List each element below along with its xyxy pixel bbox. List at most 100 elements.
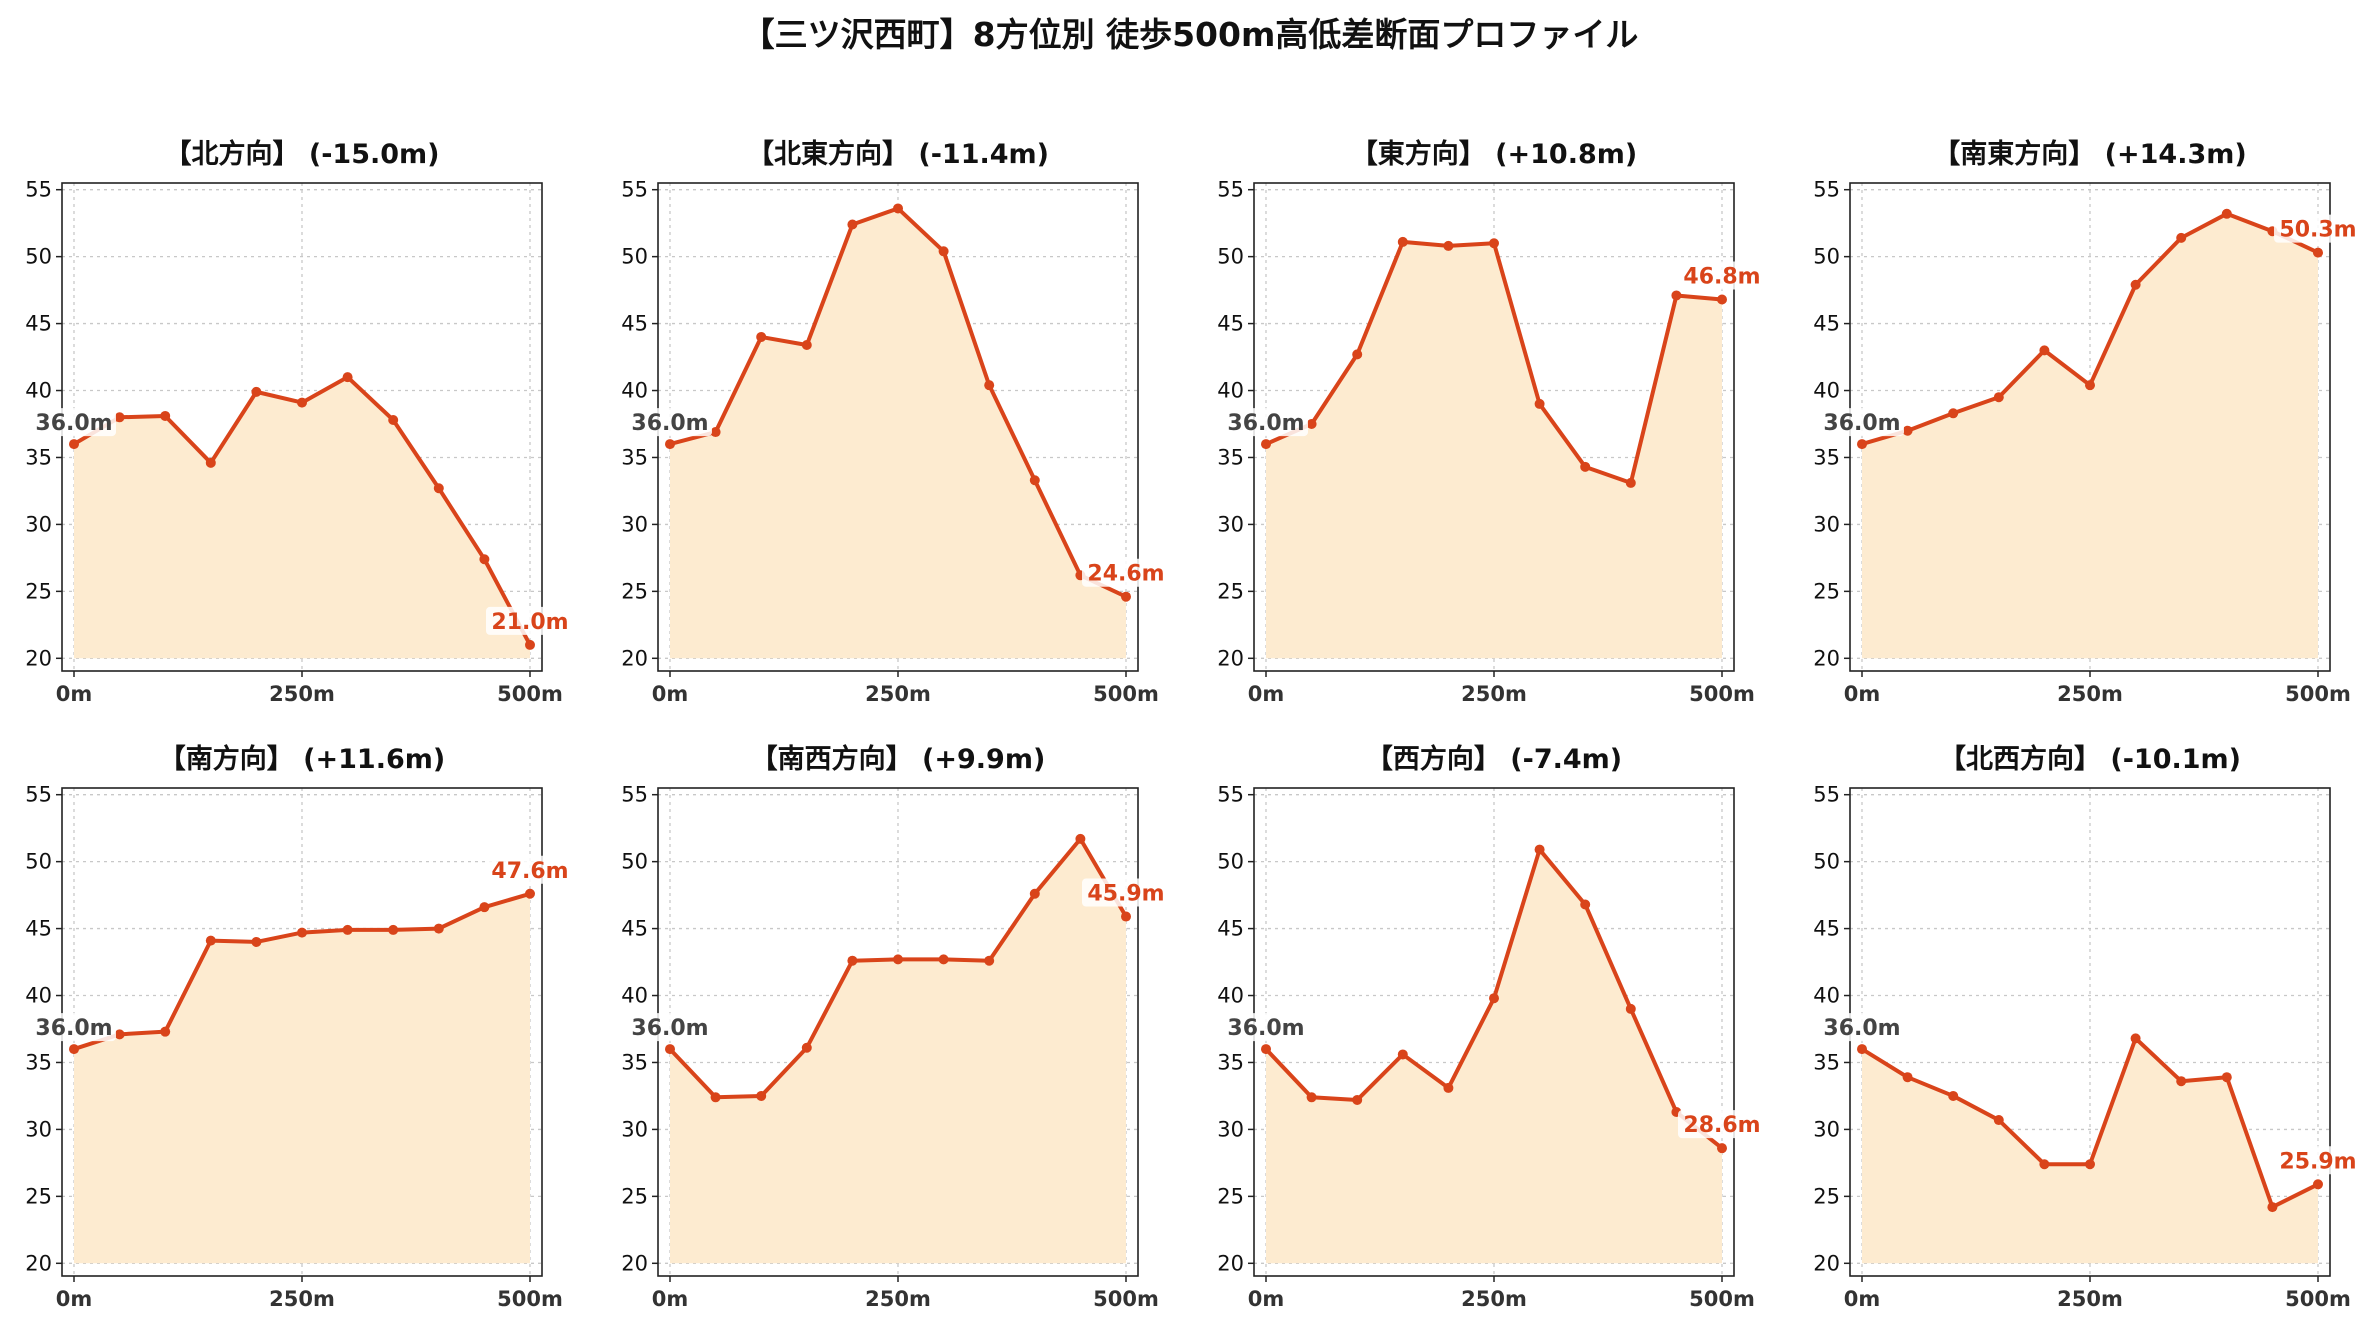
- x-tick-label: 500m: [1689, 1287, 1755, 1311]
- end-label-bg: [486, 606, 574, 635]
- y-tick-label: 40: [621, 984, 648, 1008]
- data-point: [69, 1044, 79, 1055]
- start-value-label: 36.0m: [1227, 1016, 1304, 1041]
- data-point: [984, 380, 995, 391]
- data-point: [160, 410, 171, 421]
- panel-title: 【南東方向】 (+14.3m): [1933, 138, 2246, 170]
- data-point: [2267, 1202, 2278, 1213]
- x-tick-label: 250m: [1461, 682, 1527, 706]
- data-point: [1857, 1044, 1867, 1055]
- y-tick-label: 45: [1217, 312, 1244, 336]
- data-point: [2039, 1159, 2050, 1170]
- panel-5: 20 25 30 35 40 45 50 55 0m 250m 500m 【南方向】 (+11.6m)…: [25, 743, 574, 1311]
- y-tick-label: 35: [621, 1050, 648, 1074]
- start-value-label: 36.0m: [1823, 411, 1900, 436]
- data-point: [1671, 290, 1682, 301]
- data-point: [433, 923, 444, 934]
- data-point: [1717, 294, 1727, 305]
- y-tick-label: 20: [1217, 1251, 1244, 1275]
- x-tick-label: 0m: [1844, 1287, 1881, 1311]
- area-fill: [670, 208, 1126, 659]
- x-tick-label: 500m: [497, 1287, 563, 1311]
- start-label-bg: [32, 1013, 116, 1042]
- start-value-label: 36.0m: [1227, 411, 1304, 436]
- data-point: [114, 1029, 125, 1040]
- area-fill: [74, 893, 530, 1264]
- y-tick-label: 55: [25, 783, 52, 807]
- data-point: [756, 1090, 767, 1101]
- y-tick-label: 25: [621, 1184, 648, 1208]
- x-tick-label: 250m: [2057, 1287, 2123, 1311]
- data-point: [1443, 240, 1454, 251]
- area-fill: [1266, 849, 1722, 1264]
- y-tick-label: 50: [1813, 245, 1840, 269]
- data-point: [1121, 591, 1131, 602]
- y-tick-label: 25: [1217, 579, 1244, 603]
- data-point: [69, 439, 79, 450]
- data-point: [1993, 1115, 2004, 1126]
- y-tick-label: 30: [1813, 1117, 1840, 1141]
- figure-title: 【三ツ沢西町】8方位別 徒歩500m高低差断面プロファイル: [741, 15, 1639, 54]
- data-point: [1352, 349, 1363, 360]
- data-point: [801, 1042, 812, 1053]
- data-point: [2221, 208, 2232, 219]
- data-point: [1857, 439, 1867, 450]
- start-value-label: 36.0m: [1823, 1016, 1900, 1041]
- panel-7: 20 25 30 35 40 45 50 55 0m 250m 500m 【西方向】 (-7.4m) 3…: [1217, 743, 1766, 1311]
- data-point: [160, 1026, 171, 1037]
- data-point: [1397, 1049, 1408, 1060]
- y-tick-label: 35: [1217, 1050, 1244, 1074]
- data-point: [2176, 1076, 2187, 1087]
- data-point: [1121, 911, 1131, 922]
- data-point: [205, 457, 216, 468]
- y-tick-label: 30: [1813, 512, 1840, 536]
- y-tick-label: 50: [621, 850, 648, 874]
- start-value-label: 36.0m: [35, 411, 112, 436]
- end-value-label: 47.6m: [491, 859, 568, 884]
- x-tick-label: 250m: [1461, 1287, 1527, 1311]
- end-label-bg: [1082, 558, 1170, 587]
- y-tick-label: 25: [1813, 1184, 1840, 1208]
- start-label-bg: [1224, 408, 1308, 437]
- area-fill: [1862, 213, 2318, 659]
- panel-2: 20 25 30 35 40 45 50 55 0m 250m 500m 【北東方向】 (-11.4m…: [621, 138, 1170, 706]
- data-point: [1948, 1090, 1959, 1101]
- y-tick-label: 45: [1813, 917, 1840, 941]
- end-label-bg: [2274, 1146, 2362, 1175]
- start-label-bg: [628, 1013, 712, 1042]
- data-point: [1902, 1072, 1913, 1083]
- start-value-label: 36.0m: [631, 1016, 708, 1041]
- x-tick-label: 0m: [56, 1287, 93, 1311]
- end-value-label: 50.3m: [2279, 218, 2356, 243]
- panel-title: 【北西方向】 (-10.1m): [1939, 743, 2241, 775]
- x-tick-label: 250m: [2057, 682, 2123, 706]
- data-point: [1948, 408, 1959, 419]
- panel-8: 20 25 30 35 40 45 50 55 0m 250m 500m 【北西方向】 (-10.1m…: [1813, 743, 2362, 1311]
- y-tick-label: 20: [25, 646, 52, 670]
- data-point: [297, 397, 307, 408]
- x-tick-label: 0m: [1248, 1287, 1285, 1311]
- start-label-bg: [1820, 408, 1904, 437]
- data-point: [847, 219, 858, 230]
- x-tick-label: 0m: [1248, 682, 1285, 706]
- data-point: [1029, 888, 1040, 899]
- y-tick-label: 20: [1813, 1251, 1840, 1275]
- data-point: [1029, 475, 1040, 486]
- start-value-label: 36.0m: [631, 411, 708, 436]
- data-point: [479, 902, 490, 913]
- end-label-bg: [1678, 261, 1766, 290]
- area-fill: [1862, 1038, 2318, 1264]
- y-tick-label: 55: [1217, 178, 1244, 202]
- y-tick-label: 55: [621, 783, 648, 807]
- data-point: [1534, 844, 1545, 855]
- area-fill: [74, 377, 530, 659]
- data-point: [893, 954, 903, 965]
- data-point: [2313, 247, 2323, 258]
- data-point: [2085, 1159, 2095, 1170]
- area-fill: [670, 838, 1126, 1264]
- data-point: [1717, 1143, 1727, 1154]
- data-point: [2085, 380, 2095, 391]
- data-point: [665, 1044, 675, 1055]
- data-point: [479, 554, 490, 565]
